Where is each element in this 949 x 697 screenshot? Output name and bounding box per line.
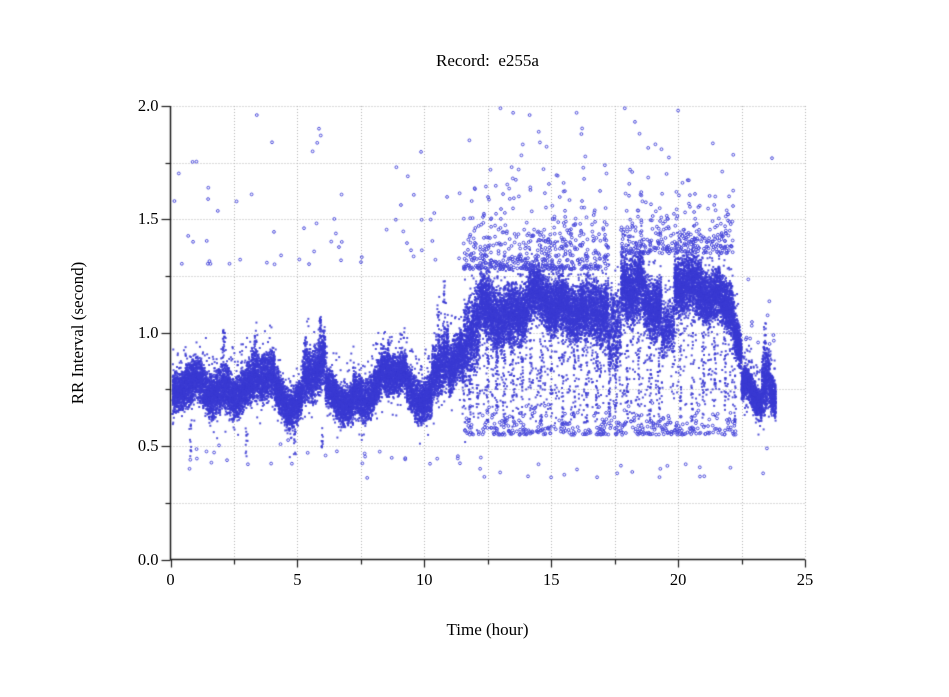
y-tick-label: 0.0 — [137, 549, 159, 569]
y-tick-label: 1.5 — [137, 209, 159, 229]
x-tick-label: 10 — [416, 570, 433, 589]
y-tick-label: 2.0 — [137, 96, 159, 115]
chart-title: Record: e255a — [436, 51, 539, 70]
y-tick-label: 1.0 — [137, 322, 159, 342]
x-tick-label: 5 — [293, 570, 302, 589]
y-axis-title: RR Interval (second) — [68, 261, 87, 405]
x-tick-label: 25 — [796, 570, 814, 589]
x-tick-label: 20 — [669, 570, 687, 589]
y-tick-label: 0.5 — [137, 436, 159, 456]
x-tick-label: 15 — [542, 570, 560, 589]
x-tick-label: 0 — [166, 570, 175, 589]
x-axis-title: Time (hour) — [446, 620, 529, 639]
